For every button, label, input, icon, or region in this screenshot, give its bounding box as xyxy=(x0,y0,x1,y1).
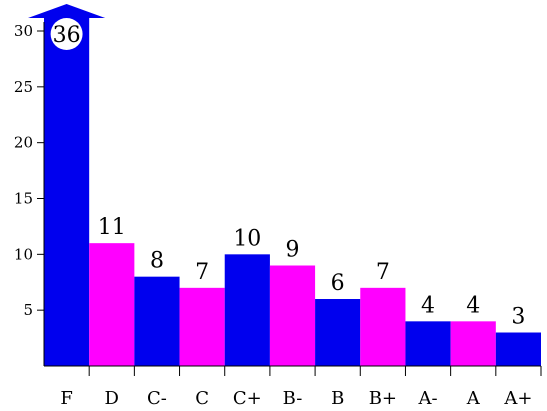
x-tick-label-c-minus: C- xyxy=(147,388,167,409)
value-label-c: 7 xyxy=(195,260,209,285)
bar-d xyxy=(89,243,135,366)
value-label-d: 11 xyxy=(98,215,126,240)
value-label-b: 6 xyxy=(331,271,345,296)
bar-a-minusplus xyxy=(495,332,541,366)
y-tick-label-5: 5 xyxy=(23,301,33,319)
bar-a xyxy=(450,321,496,366)
y-tick-label-10: 10 xyxy=(14,245,33,263)
value-badge-f xyxy=(50,18,83,50)
value-labels-group: 36 11 8 7 10 9 6 7 4 4 3 xyxy=(50,18,525,330)
x-tick-label-b: B xyxy=(331,388,344,409)
axes-group xyxy=(43,22,541,367)
value-label-a-minus: 4 xyxy=(421,293,435,318)
bar-b-minus xyxy=(269,265,316,366)
value-label-c-minusplus: 10 xyxy=(233,226,261,251)
bar-f xyxy=(44,18,90,366)
x-tick-label-f: F xyxy=(60,388,73,409)
x-tick-label-a-minus: A- xyxy=(417,388,437,409)
value-label-a-minusplus: 3 xyxy=(511,305,525,330)
y-tick-label-25: 25 xyxy=(14,78,33,96)
value-label-f: 36 xyxy=(53,23,81,48)
x-tick-label-c-minusplus: C+ xyxy=(233,388,262,409)
bar-b-minusplus xyxy=(360,287,406,366)
bar-c-minusplus xyxy=(224,254,270,366)
value-label-b-minus: 9 xyxy=(286,238,300,263)
y-tick-label-20: 20 xyxy=(14,134,33,152)
x-tick-label-b-minusplus: B+ xyxy=(369,388,397,409)
bar-a-minus xyxy=(405,321,451,366)
x-ticks-group: F D C- C C+ B- B B+ A- A A+ xyxy=(60,366,542,409)
x-tick-label-d: D xyxy=(105,388,119,409)
y-tick-label-30: 30 xyxy=(14,22,33,40)
bar-arrow-f xyxy=(28,4,106,18)
bars-group xyxy=(28,4,541,366)
x-tick-label-a-minusplus: A+ xyxy=(503,388,532,409)
x-tick-label-a: A xyxy=(466,388,481,409)
y-tick-label-15: 15 xyxy=(14,190,33,208)
bar-c xyxy=(179,287,225,366)
bar-b xyxy=(315,299,361,366)
value-label-a: 4 xyxy=(466,293,480,318)
value-label-c-minus: 8 xyxy=(150,249,164,274)
y-ticks-group: 5 10 15 20 25 30 xyxy=(14,22,44,319)
x-tick-label-b-minus: B- xyxy=(283,388,303,409)
value-label-b-minusplus: 7 xyxy=(376,260,390,285)
x-tick-label-c: C xyxy=(195,388,209,409)
bar-c-minus xyxy=(134,276,180,366)
